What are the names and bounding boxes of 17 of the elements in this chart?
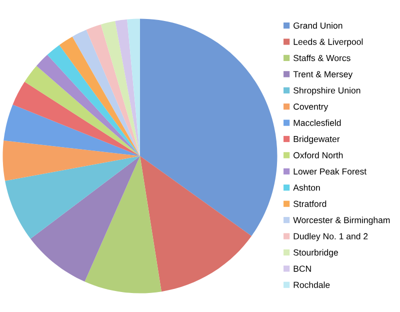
legend-label: BCN [294,266,311,272]
legend-label: Dudley No. 1 and 2 [294,232,368,242]
legend-label: Stratford [294,200,326,207]
legend-label: Stourbridge [294,249,338,258]
legend-label: Trent & Mersey [293,71,353,80]
legend-label: Bridgewater [294,136,340,144]
legend-label: Grand Union [294,22,342,29]
legend-label: Lower Peak Forest [294,168,366,175]
legend-label: Rochdale [294,282,330,288]
legend-label: Ashton [293,184,320,191]
legend-label: Coventry [294,104,328,112]
legend-label: Oxford North [294,152,343,158]
legend-label: Shropshire Union [294,87,360,96]
legend-label: Worcester & Birmingham [293,216,390,225]
legend-label: Macclesfield [294,120,341,126]
legend-label: Leeds & Liverpool [294,38,363,47]
legend-label: Staffs & Worcs [294,54,350,62]
